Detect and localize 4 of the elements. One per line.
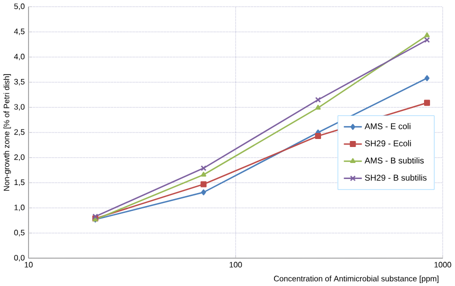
legend-label: AMS - B subtilis <box>364 157 424 164</box>
legend-label: SH29 - B subtilis <box>364 174 427 180</box>
legend-label: AMS - E coli <box>364 122 410 129</box>
legend-label: SH29 - Ecoli <box>364 140 411 146</box>
